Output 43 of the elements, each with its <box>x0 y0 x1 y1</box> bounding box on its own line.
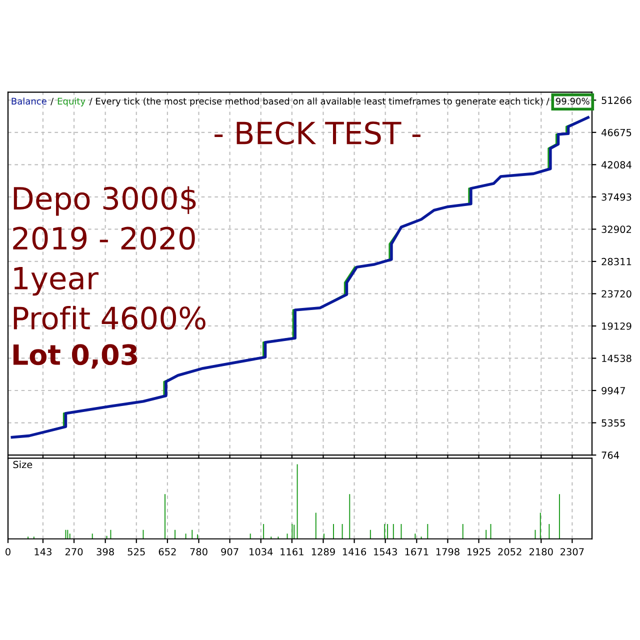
x-tick-label: 525 <box>128 548 145 556</box>
x-tick-label: 780 <box>190 548 208 556</box>
annotation: 99.90% <box>556 98 590 105</box>
x-tick-label: 1798 <box>436 548 460 556</box>
x-tick-label: 2307 <box>560 548 584 556</box>
y-tick-label: 46675 <box>602 128 632 136</box>
annotation: Lot 0,03 <box>13 344 137 369</box>
y-tick-label: 28311 <box>602 258 632 266</box>
y-tick-label: 42084 <box>602 161 632 168</box>
x-tick-label: 398 <box>96 548 114 556</box>
x-tick-label: 1671 <box>405 548 428 556</box>
x-tick-label: 270 <box>65 548 83 556</box>
y-tick-label: 23720 <box>602 290 632 298</box>
y-tick-label: 5355 <box>602 419 625 427</box>
chart-title: Size <box>13 460 32 468</box>
x-tick-label: 1034 <box>250 548 273 556</box>
y-tick-label: 51266 <box>602 96 632 104</box>
annotation: / <box>50 98 54 106</box>
x-tick-label: 1416 <box>342 548 366 556</box>
x-tick-label: 2052 <box>498 548 522 556</box>
annotation: 1year <box>14 267 99 296</box>
y-tick-label: 9947 <box>602 386 625 394</box>
x-tick-label: 1543 <box>374 548 397 556</box>
text: Equity <box>58 98 86 106</box>
y-tick-label: 14538 <box>602 354 632 362</box>
x-tick-label: 1289 <box>312 548 335 556</box>
x-tick-label: 1161 <box>280 548 304 556</box>
annotation: Profit 4600% <box>14 306 206 330</box>
y-tick-label: 37493 <box>602 193 632 201</box>
annotation: Depo 3000$ <box>14 186 196 216</box>
x-tick-label: 907 <box>221 548 238 556</box>
annotation: / Every tick (the most precise method based on all available least timeframes to generate each tick) / <box>89 98 550 106</box>
annotation: - BECK TEST - <box>214 121 420 145</box>
x-tick-label: 0 <box>6 548 10 556</box>
y-tick-label: 19129 <box>602 322 632 330</box>
text: Balance <box>12 98 46 105</box>
annotation: 2019 - 2020 <box>13 226 195 250</box>
y-tick-label: 764 <box>602 452 620 459</box>
y-tick-label: 32902 <box>602 226 631 234</box>
x-tick-label: 652 <box>158 548 176 556</box>
x-tick-label: 1925 <box>467 548 490 556</box>
x-tick-label: 143 <box>34 548 52 556</box>
x-tick-label: 2180 <box>529 548 553 556</box>
